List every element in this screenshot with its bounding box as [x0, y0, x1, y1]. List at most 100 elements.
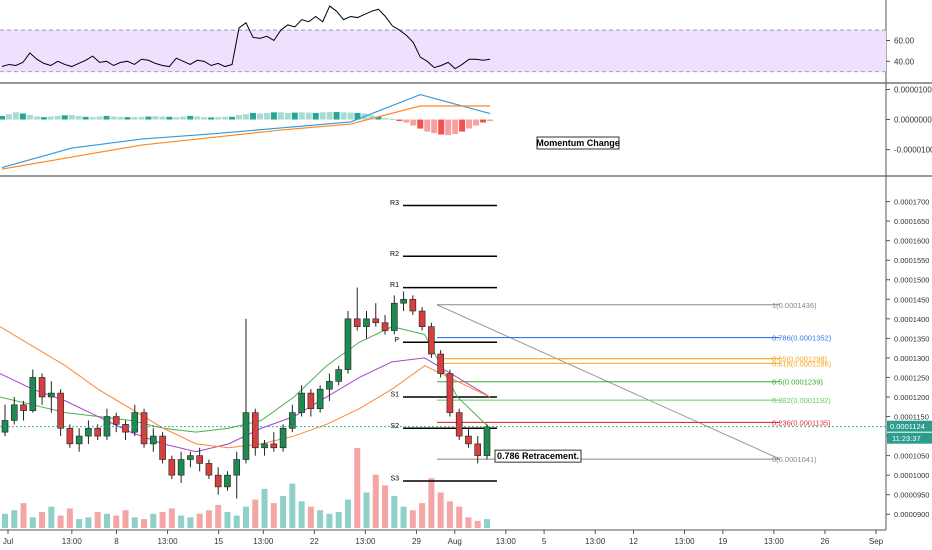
macd-histogram-bar: [33, 116, 40, 120]
volume-bar: [29, 517, 36, 528]
candle-down: [159, 435, 166, 460]
macd-histogram-bar: [173, 117, 180, 120]
x-tick-label: 13:00: [62, 537, 83, 546]
x-tick-label: Sep: [869, 537, 884, 546]
candle-down: [140, 412, 148, 445]
x-tick-label: 13:00: [355, 537, 376, 546]
rsi-line: [1, 5, 491, 70]
macd-y-tick-label: 0.0000000: [894, 116, 932, 125]
volume-bar: [354, 448, 361, 528]
volume-bar: [159, 512, 166, 528]
macd-histogram-bar: [410, 119, 417, 126]
macd-y-tick-label: 0.0000100: [894, 86, 932, 95]
pivot-label: R2: [390, 251, 399, 258]
macd-histogram-bar: [208, 117, 215, 120]
volume-bar: [289, 483, 296, 528]
macd-line: [1, 105, 490, 170]
price-y-tick-label: 0.0001150: [894, 413, 929, 422]
macd-histogram-bar: [194, 116, 201, 120]
price-y-tick-label: 0.0001600: [894, 237, 929, 246]
macd-histogram-bar: [368, 115, 375, 120]
fib-label: 0(0.0001041): [772, 455, 817, 464]
price-y-tick-label: 0.0001000: [894, 471, 929, 480]
volume-bar: [20, 503, 27, 528]
macd-histogram-bar: [298, 112, 305, 120]
x-tick-label: 13:00: [764, 537, 785, 546]
candle-up: [289, 412, 296, 429]
macd-histogram-bar: [0, 115, 5, 120]
macd-histogram-bar: [375, 116, 382, 120]
price-panel[interactable]: R3 R2 R1 P S1 S2 S3 1(0.0001436) 0.786(0.0001352…: [0, 200, 886, 528]
x-tick-label: 15: [214, 537, 223, 546]
macd-histogram-bar: [117, 116, 124, 120]
macd-histogram-bar: [5, 114, 12, 120]
volume-bar: [103, 513, 110, 528]
candle-up: [233, 459, 241, 476]
macd-histogram-bar: [222, 116, 229, 120]
candle-up: [326, 381, 333, 390]
candle-down: [112, 416, 120, 425]
volume-bar: [2, 513, 8, 528]
price-y-tick-label: 0.0001050: [894, 452, 929, 461]
macd-y-tick-label: -0.0000100: [894, 146, 932, 155]
price-y-tick-label: 0.0000900: [894, 510, 929, 519]
momentum-change-label-box: [536, 136, 620, 150]
macd-histogram-bar: [326, 112, 333, 120]
retracement-label: 0.786 Retracement.: [497, 451, 579, 461]
candle-up: [344, 318, 352, 370]
price-y-tick-label: 0.0001450: [894, 295, 929, 304]
macd-histogram-bar: [187, 115, 194, 120]
pivot-label: R1: [390, 282, 399, 289]
price-y-tick-label: 0.0001700: [894, 198, 929, 207]
candle-down: [251, 412, 259, 449]
countdown-value: 11:23:37: [892, 434, 921, 443]
volume-bar: [178, 515, 185, 528]
x-tick-label: 13:00: [158, 537, 179, 546]
candle-up: [298, 392, 305, 413]
volume-bar: [11, 510, 18, 528]
volume-bar: [335, 512, 342, 528]
macd-histogram-bar: [319, 112, 326, 120]
volume-bar: [150, 513, 157, 528]
macd-histogram-bar: [459, 119, 466, 132]
momentum-change-label: Momentum Change: [536, 138, 620, 148]
fib-label: 1(0.0001436): [772, 301, 817, 310]
x-tick-label: 13:00: [585, 537, 606, 546]
candle-up: [316, 388, 324, 410]
macd-histogram-bar: [75, 115, 82, 120]
candle-down: [474, 443, 482, 456]
macd-histogram-bar: [236, 115, 243, 120]
volume-bar: [168, 508, 175, 528]
macd-histogram-bar: [424, 119, 431, 132]
volume-bar: [66, 508, 73, 528]
price-y-tick-label: 0.0001650: [894, 217, 929, 226]
volume-bar: [233, 515, 240, 528]
macd-panel[interactable]: Momentum Change: [0, 93, 620, 170]
macd-histogram-bar: [256, 113, 263, 120]
macd-histogram-bar: [166, 116, 173, 120]
macd-histogram-bar: [159, 116, 166, 120]
x-tick-label: 13:00: [675, 537, 696, 546]
macd-histogram-bar: [396, 119, 403, 122]
retracement-label-box: [494, 449, 582, 463]
volume-bar: [57, 515, 64, 528]
rsi-panel[interactable]: [0, 5, 886, 73]
macd-histogram-bar: [61, 115, 68, 120]
macd-histogram-bar: [333, 112, 340, 120]
macd-histogram-bar: [68, 115, 75, 120]
candle-up: [391, 302, 398, 331]
candle-down: [409, 298, 417, 312]
candle-up: [187, 455, 194, 460]
countdown-tag: [887, 432, 932, 444]
candle-up: [483, 426, 491, 456]
fib-label: 0.786(0.0001352): [772, 334, 832, 343]
volume-bar: [484, 519, 490, 528]
volume-bar: [456, 506, 463, 528]
volume-bar: [446, 501, 453, 528]
macd-histogram-bar: [431, 119, 438, 134]
macd-histogram-bar: [26, 115, 33, 120]
candle-up: [85, 427, 92, 437]
